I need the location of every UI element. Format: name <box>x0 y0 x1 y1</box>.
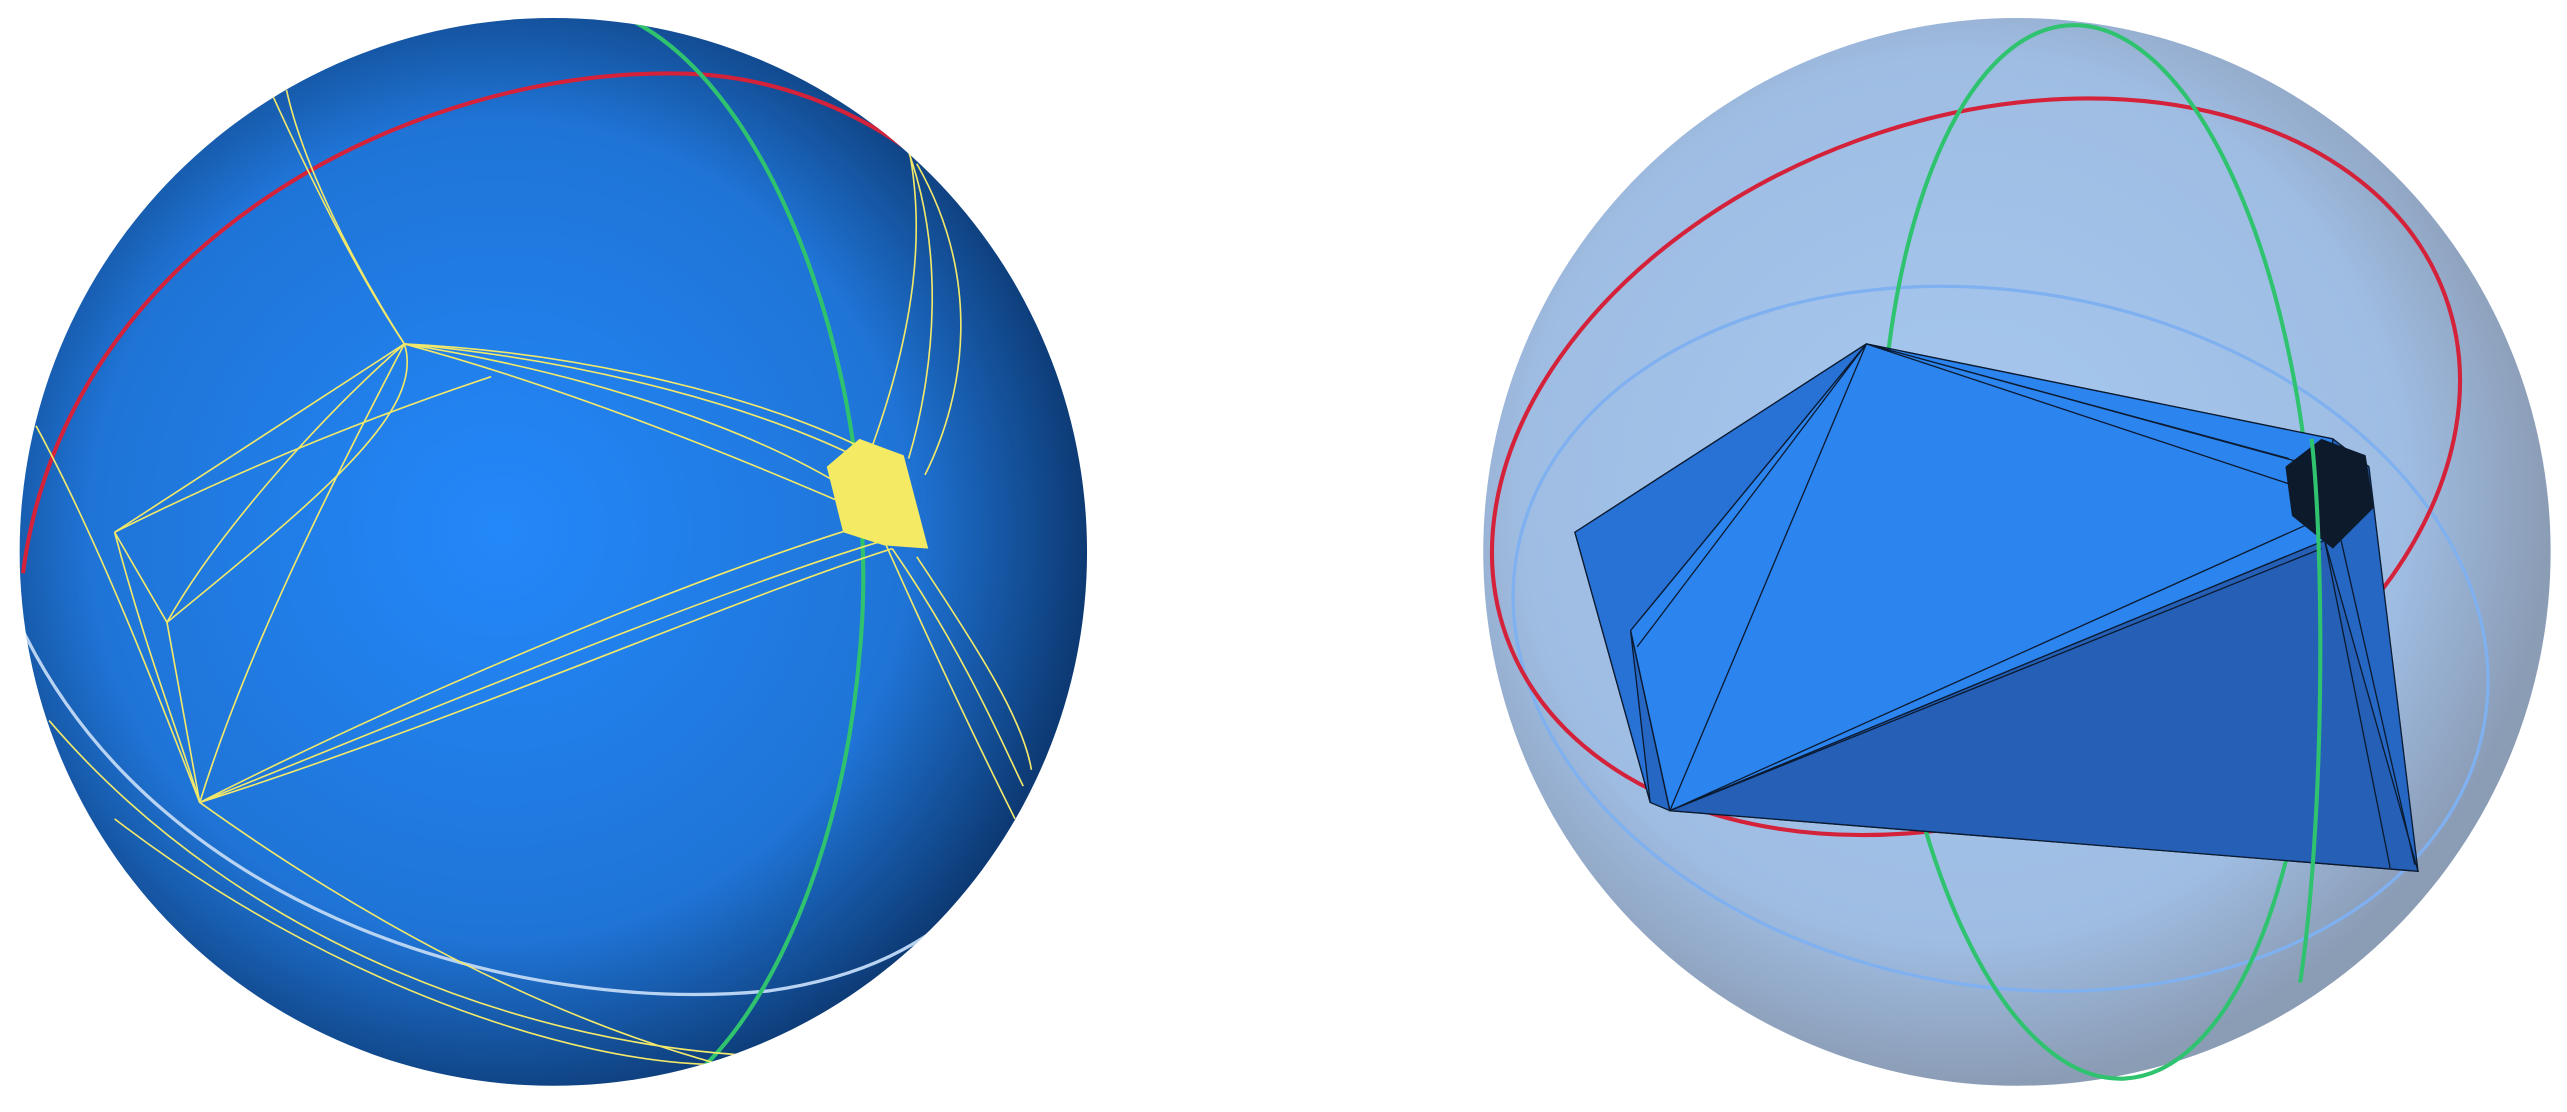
left-sphere <box>19 18 1088 1086</box>
sphere <box>19 18 1088 1086</box>
curves <box>20 18 1033 1083</box>
green-circle <box>629 18 866 1083</box>
right-sphere <box>1483 18 2551 1086</box>
yellow-edges <box>35 89 1033 1066</box>
green-front-arc <box>2298 438 2323 983</box>
red-circle <box>20 71 960 574</box>
dense-cluster <box>2285 438 2374 549</box>
blue-circle <box>1511 284 2490 993</box>
polyhedron <box>1574 343 2419 872</box>
yellow-cluster <box>826 438 929 549</box>
